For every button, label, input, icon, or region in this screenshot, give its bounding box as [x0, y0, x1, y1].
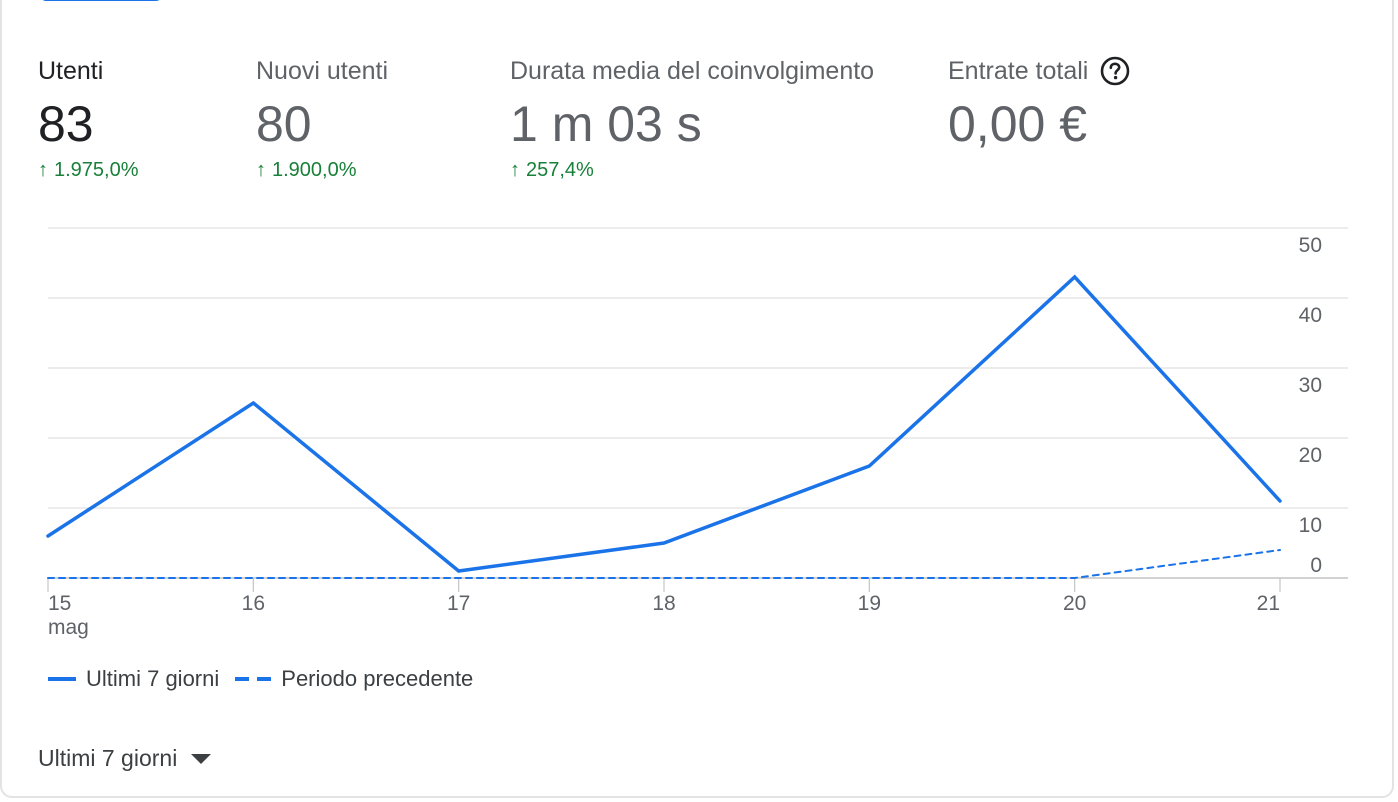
arrow-up-icon: ↑: [256, 159, 266, 181]
x-tick-label: 21: [1257, 592, 1280, 615]
x-tick-label: 16: [242, 592, 265, 615]
legend-item-previous[interactable]: Periodo precedente: [235, 666, 473, 692]
metric-change-value: 1.900,0%: [272, 159, 357, 181]
legend-solid-line-swatch: [48, 677, 76, 681]
legend-item-current[interactable]: Ultimi 7 giorni: [48, 666, 219, 692]
y-tick-label: 0: [1310, 554, 1322, 577]
legend-label: Ultimi 7 giorni: [86, 666, 220, 691]
metric-change-value: 257,4%: [526, 159, 594, 181]
metric-value: 0,00 €: [948, 96, 1088, 152]
metric-value: 83: [38, 96, 94, 152]
y-tick-label: 20: [1299, 444, 1322, 467]
caret-down-icon: [191, 753, 212, 764]
x-tick-label: 20: [1063, 592, 1086, 615]
y-tick-label: 50: [1299, 234, 1322, 257]
metric-value: 80: [256, 96, 312, 152]
metric-change: ↑ 1.900,0%: [256, 157, 388, 183]
metric-total-revenue[interactable]: Entrate totali 0,00 €: [948, 55, 1130, 155]
arrow-up-icon: ↑: [38, 159, 48, 181]
arrow-up-icon: ↑: [510, 159, 520, 181]
metric-change: ↑ 257,4%: [510, 157, 874, 183]
x-tick-label: 15: [48, 592, 71, 615]
metric-label: Nuovi utenti: [256, 57, 389, 85]
metric-new-users[interactable]: Nuovi utenti 80 ↑ 1.900,0%: [256, 55, 388, 183]
metric-label: Entrate totali: [948, 57, 1089, 85]
chart-legend: Ultimi 7 giorni Periodo precedente: [48, 666, 489, 692]
active-tab-indicator: [40, 0, 162, 1]
date-range-dropdown[interactable]: Ultimi 7 giorni: [38, 745, 212, 772]
metric-users[interactable]: Utenti 83 ↑ 1.975,0%: [38, 55, 139, 183]
metric-value: 1 m 03 s: [510, 96, 702, 152]
x-tick-sublabel: mag: [48, 616, 89, 639]
metric-change-value: 1.975,0%: [54, 159, 139, 181]
x-tick-label: 17: [447, 592, 470, 615]
series-line-previous: [47, 549, 1281, 579]
legend-label: Periodo precedente: [281, 666, 474, 691]
metric-label: Durata media del coinvolgimento: [510, 57, 875, 85]
series-line-current: [46, 274, 1282, 573]
help-circle-icon[interactable]: [1100, 56, 1130, 86]
metric-avg-engagement[interactable]: Durata media del coinvolgimento 1 m 03 s…: [510, 55, 874, 183]
date-range-label: Ultimi 7 giorni: [38, 745, 178, 771]
y-tick-label: 40: [1299, 304, 1322, 327]
x-tick-label: 18: [652, 592, 675, 615]
metric-change: ↑ 1.975,0%: [38, 157, 139, 183]
x-tick-label: 19: [858, 592, 881, 615]
y-tick-label: 30: [1299, 374, 1322, 397]
metric-label: Utenti: [38, 57, 104, 85]
metric-label-row: Entrate totali: [948, 55, 1130, 87]
line-chart: 0 10 20 30 40 50 15 16 17 18 19 20 21 mag: [46, 227, 1348, 639]
y-tick-label: 10: [1299, 514, 1322, 537]
legend-dashed-line-swatch: [235, 677, 272, 681]
